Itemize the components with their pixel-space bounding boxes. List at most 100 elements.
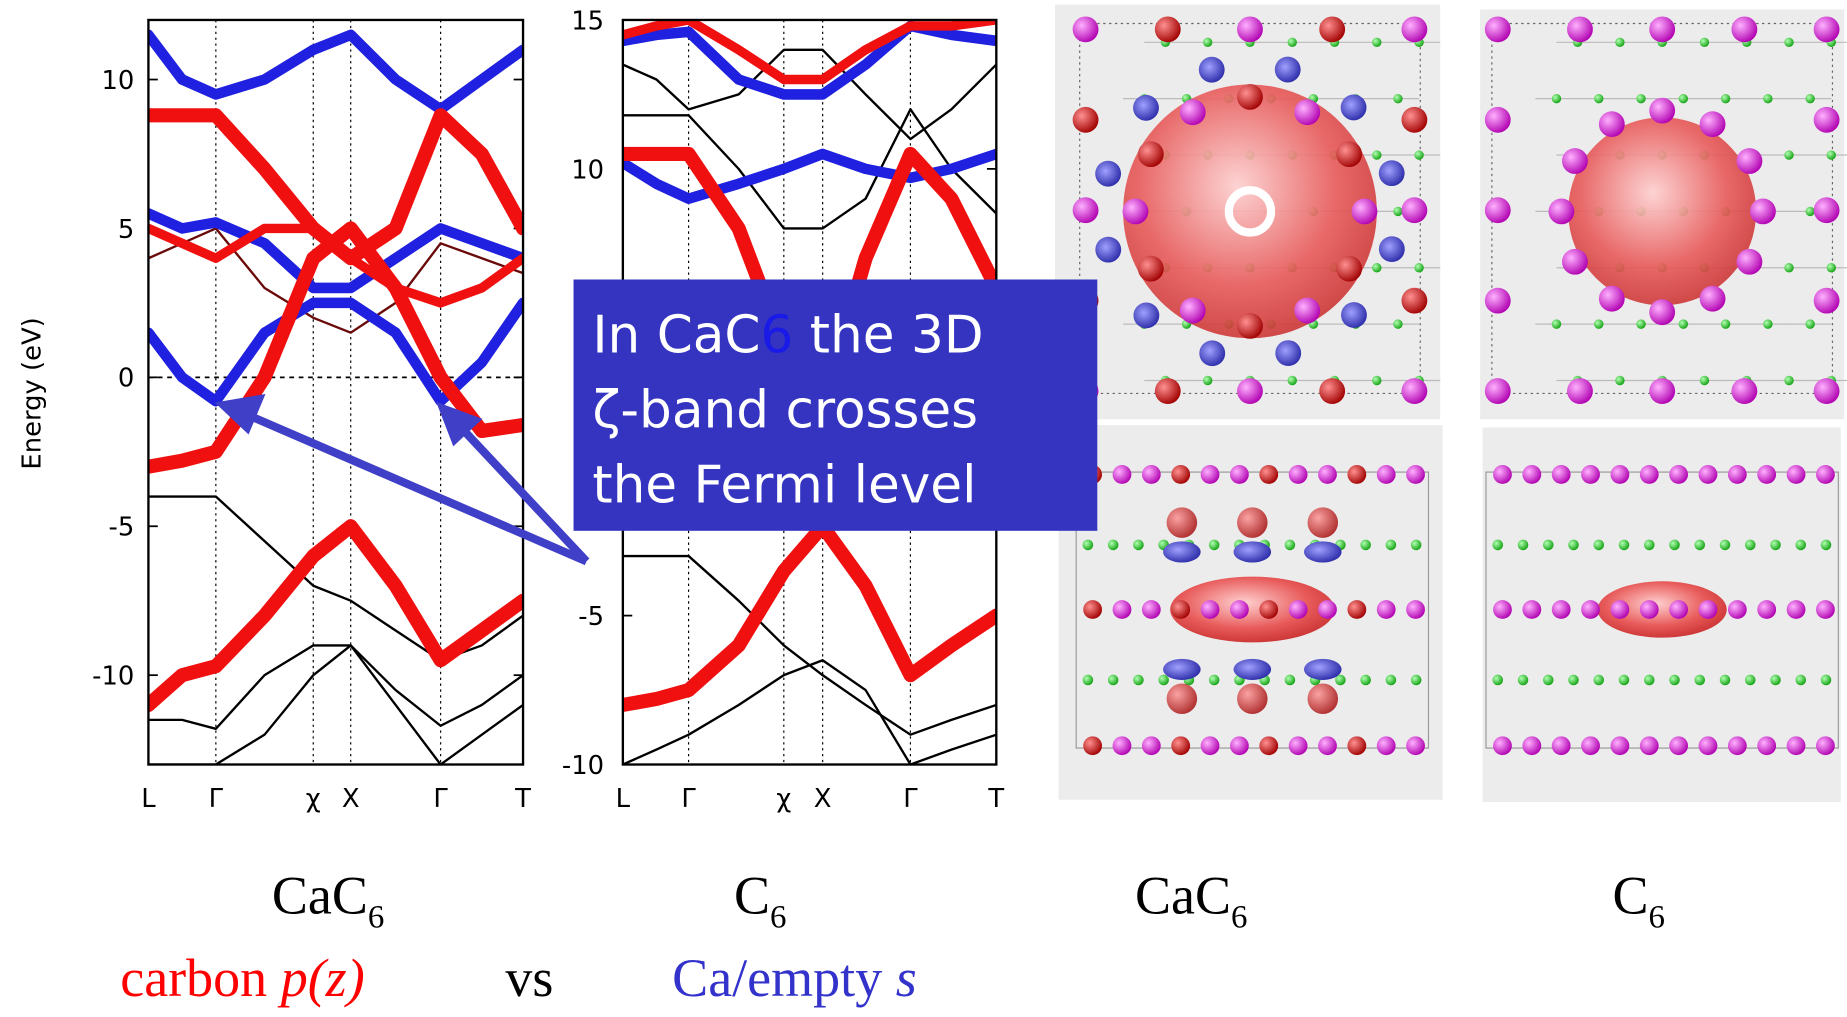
metal-atom xyxy=(1786,736,1806,756)
metal-atom xyxy=(1484,16,1511,43)
metal-atom xyxy=(1669,600,1689,619)
caption: CaC6 xyxy=(1135,866,1247,936)
metal-atom xyxy=(1376,600,1396,619)
red-lobe xyxy=(1307,683,1339,715)
carbon-atom xyxy=(1551,319,1562,329)
carbon-atom xyxy=(1694,539,1706,551)
metal-atom xyxy=(1581,736,1600,756)
metal-atom xyxy=(1551,736,1571,756)
carbon-atom xyxy=(1763,93,1773,104)
carbon-atom xyxy=(1202,37,1213,47)
metal-atom xyxy=(1319,378,1346,404)
metal-atom xyxy=(1813,287,1840,314)
carbon-atom xyxy=(1393,93,1403,104)
metal-atom xyxy=(1318,465,1337,484)
carbon-atom xyxy=(1284,539,1296,551)
carbon-atom xyxy=(1517,674,1529,686)
metal-atom xyxy=(1401,16,1428,43)
metal-atom xyxy=(1484,197,1511,224)
carbon-atom xyxy=(1636,319,1646,329)
metal-atom xyxy=(1401,378,1428,404)
metal-atom xyxy=(1376,736,1396,756)
metal-atom xyxy=(1757,600,1777,619)
blue-lobe xyxy=(1233,658,1272,680)
metal-atom xyxy=(1561,148,1588,174)
metal-atom xyxy=(1551,465,1571,484)
carbon-atom xyxy=(1287,37,1297,47)
y-tick-label: -5 xyxy=(109,513,135,543)
metal-atom xyxy=(1610,600,1630,619)
y-tick-label: 5 xyxy=(118,215,134,245)
arrowhead xyxy=(436,401,483,447)
carbon-atom xyxy=(1208,674,1220,686)
band-line xyxy=(148,644,524,765)
metal-atom xyxy=(1813,16,1840,43)
x-tick-label: X xyxy=(342,784,360,814)
metal-atom xyxy=(1230,600,1249,619)
callout-span: In CaC xyxy=(592,305,760,365)
metal-atom xyxy=(1171,600,1191,619)
carbon-atom xyxy=(1784,37,1794,47)
y-tick-label: 15 xyxy=(571,6,604,36)
band-line xyxy=(148,223,524,308)
band-line xyxy=(148,227,524,334)
callout-line: ζ-band crosses xyxy=(592,380,978,440)
metal-atom xyxy=(1750,198,1776,225)
charge-ring xyxy=(1224,186,1276,237)
carbon-atom xyxy=(1744,539,1756,551)
blue-lobe xyxy=(1095,236,1122,263)
x-tick-label: T xyxy=(514,784,531,814)
carbon-atom xyxy=(1826,150,1836,160)
metal-atom xyxy=(1649,299,1676,326)
metal-atom xyxy=(1137,255,1164,282)
metal-atom xyxy=(1581,465,1600,484)
metal-atom xyxy=(1699,285,1726,312)
metal-atom xyxy=(1318,736,1337,756)
metal-atom xyxy=(1376,465,1396,484)
metal-atom xyxy=(1816,600,1835,619)
metal-atom xyxy=(1401,287,1428,314)
band-line xyxy=(148,208,524,294)
band-line xyxy=(622,659,997,765)
blue-lobe xyxy=(1274,56,1301,83)
carbon-atom xyxy=(1133,674,1144,686)
carbon-atom xyxy=(1492,674,1504,686)
metal-atom xyxy=(1112,736,1132,756)
band-line xyxy=(622,519,997,713)
metal-atom xyxy=(1072,106,1099,133)
metal-atom xyxy=(1639,736,1659,756)
metal-atom xyxy=(1649,378,1676,404)
carbon-atom xyxy=(1393,319,1403,329)
carbon-atom xyxy=(1820,539,1832,551)
metal-atom xyxy=(1319,16,1346,43)
metal-atom xyxy=(1237,83,1263,110)
metal-atom xyxy=(1786,465,1806,484)
carbon-atom xyxy=(1372,37,1382,47)
metal-atom xyxy=(1598,285,1625,312)
captions: CaC6 C6 CaC6 C6 xyxy=(272,866,1665,936)
carbon-atom xyxy=(1615,375,1625,386)
carbon-atom xyxy=(1414,263,1424,273)
carbon-atom xyxy=(1744,674,1756,686)
metal-atom xyxy=(1522,600,1542,619)
metal-atom xyxy=(1288,465,1308,484)
carbon-atom xyxy=(1568,674,1579,686)
blue-lobe xyxy=(1378,236,1405,263)
metal-atom xyxy=(1083,736,1103,756)
metal-atom xyxy=(1567,16,1593,43)
carbon-atom xyxy=(1372,375,1382,386)
metal-atom xyxy=(1567,378,1593,404)
carbon-atom xyxy=(1763,319,1773,329)
metal-atom xyxy=(1699,111,1726,138)
carbon-atom xyxy=(1719,539,1731,551)
carbon-atom xyxy=(1107,674,1119,686)
carbon-atom xyxy=(1643,674,1655,686)
carbon-atom xyxy=(1720,319,1731,329)
metal-atom xyxy=(1347,465,1367,484)
blue-lobe xyxy=(1340,94,1367,121)
band-line xyxy=(148,644,524,730)
crystal-images xyxy=(1055,4,1847,803)
metal-atom xyxy=(1122,198,1149,225)
x-tick-label: Γ xyxy=(681,784,696,814)
metal-atom xyxy=(1816,736,1835,756)
